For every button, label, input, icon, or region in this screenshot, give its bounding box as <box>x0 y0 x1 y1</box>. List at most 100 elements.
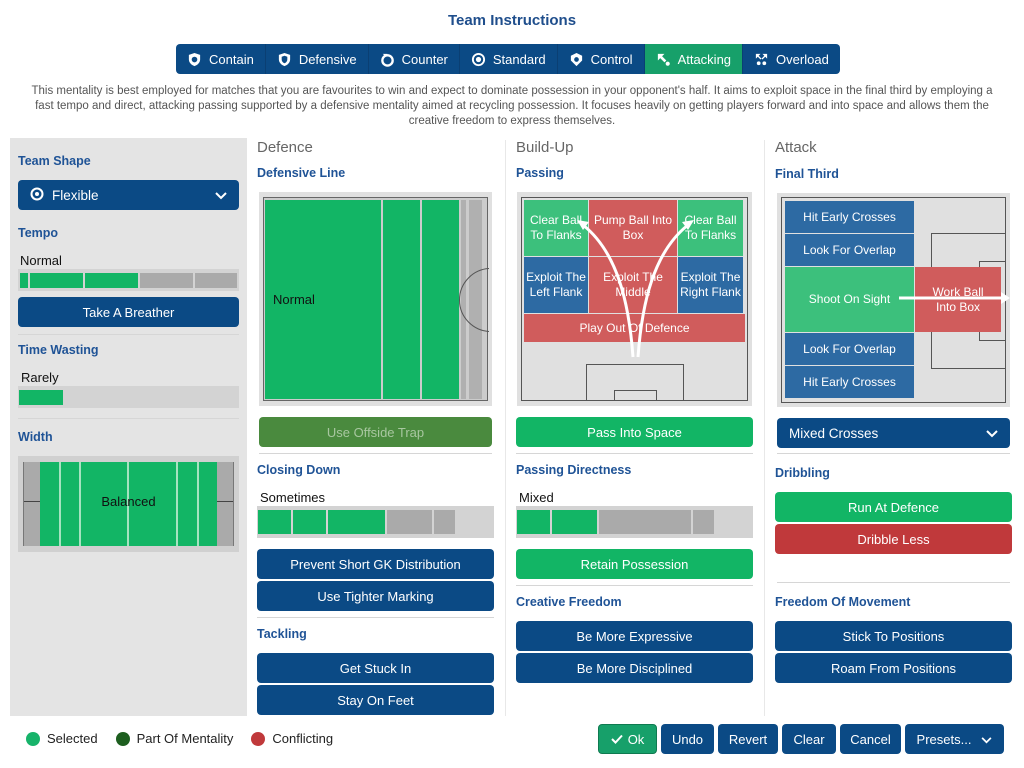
be-more-expressive-button[interactable]: Be More Expressive <box>516 621 753 651</box>
radio-target-icon <box>30 187 44 204</box>
time-wasting-label: Time Wasting <box>18 343 99 357</box>
cancel-button[interactable]: Cancel <box>840 724 901 754</box>
chevron-down-icon <box>981 732 992 747</box>
shield-icon <box>277 52 292 67</box>
chevron-down-icon <box>215 188 227 203</box>
tempo-label: Tempo <box>18 226 59 240</box>
overload-icon <box>754 52 769 67</box>
legend-conflicting: Conflicting <box>251 731 333 746</box>
legend-selected: Selected <box>26 731 98 746</box>
shoot-on-sight-zone[interactable]: Shoot On Sight <box>785 267 914 332</box>
clear-button[interactable]: Clear <box>782 724 836 754</box>
exploit-left-flank-zone[interactable]: Exploit The Left Flank <box>524 257 588 313</box>
stick-to-positions-button[interactable]: Stick To Positions <box>775 621 1012 651</box>
closing-down-value: Sometimes <box>260 490 326 505</box>
time-wasting-value: Rarely <box>21 370 59 385</box>
team-shape-label: Team Shape <box>18 154 91 168</box>
use-offside-trap-button[interactable]: Use Offside Trap <box>259 417 492 447</box>
roam-from-positions-button[interactable]: Roam From Positions <box>775 653 1012 683</box>
checkmark-icon <box>610 732 623 747</box>
passing-arrows-icon <box>577 220 694 358</box>
team-shape-dropdown[interactable]: Flexible <box>18 180 239 210</box>
counter-arrow-icon <box>380 52 395 67</box>
tackling-label: Tackling <box>257 627 307 641</box>
buildup-heading: Build-Up <box>516 139 574 156</box>
clear-ball-to-flanks-right-zone[interactable]: Clear Ball To Flanks <box>678 200 743 256</box>
use-tighter-marking-button[interactable]: Use Tighter Marking <box>257 581 494 611</box>
hit-early-crosses-top-zone[interactable]: Hit Early Crosses <box>785 201 914 233</box>
tab-counter[interactable]: Counter <box>369 44 460 74</box>
part-of-mentality-dot-icon <box>115 731 130 746</box>
clear-ball-to-flanks-left-zone[interactable]: Clear Ball To Flanks <box>524 200 588 256</box>
take-a-breather-button[interactable]: Take A Breather <box>18 297 239 327</box>
closing-down-label: Closing Down <box>257 463 341 477</box>
passing-directness-label: Passing Directness <box>516 463 632 477</box>
final-third-label: Final Third <box>775 167 839 181</box>
crossing-value: Mixed Crosses <box>789 425 879 441</box>
work-ball-arrow-icon <box>899 292 1010 304</box>
exploit-middle-zone[interactable]: Exploit The Middle <box>589 257 677 313</box>
tab-contain[interactable]: Contain <box>176 44 266 74</box>
width-pitch[interactable]: Balanced <box>18 456 239 552</box>
get-stuck-in-button[interactable]: Get Stuck In <box>257 653 494 683</box>
undo-button[interactable]: Undo <box>661 724 714 754</box>
exploit-right-flank-zone[interactable]: Exploit The Right Flank <box>678 257 743 313</box>
dribble-less-button[interactable]: Dribble Less <box>775 524 1012 554</box>
chevron-down-icon <box>986 426 998 441</box>
control-shield-icon <box>569 52 584 67</box>
tab-overload[interactable]: Overload <box>743 44 840 74</box>
target-icon <box>471 52 486 67</box>
creative-freedom-label: Creative Freedom <box>516 595 622 609</box>
legend-part-of-mentality: Part Of Mentality <box>115 731 233 746</box>
play-out-of-defence-zone[interactable]: Play Out Of Defence <box>524 314 745 342</box>
final-third-pitch: Hit Early Crosses Look For Overlap Shoot… <box>777 193 1010 407</box>
dribbling-label: Dribbling <box>775 466 830 480</box>
attack-heading: Attack <box>775 139 817 156</box>
mentality-selector: Contain Defensive Counter Standard Contr… <box>176 44 840 74</box>
prevent-short-gk-distribution-button[interactable]: Prevent Short GK Distribution <box>257 549 494 579</box>
run-at-defence-button[interactable]: Run At Defence <box>775 492 1012 522</box>
defence-heading: Defence <box>257 139 313 156</box>
stay-on-feet-button[interactable]: Stay On Feet <box>257 685 494 715</box>
tab-attacking[interactable]: Attacking <box>644 44 744 74</box>
selected-dot-icon <box>26 731 40 746</box>
legend: Selected Part Of Mentality Conflicting <box>26 731 333 746</box>
tab-defensive[interactable]: Defensive <box>266 44 369 74</box>
hit-early-crosses-bottom-zone[interactable]: Hit Early Crosses <box>785 366 914 398</box>
tab-label: Standard <box>492 51 546 67</box>
conflicting-dot-icon <box>251 731 266 746</box>
tempo-slider[interactable] <box>18 269 239 291</box>
tab-label: Contain <box>209 51 254 67</box>
tab-label: Attacking <box>677 51 732 67</box>
passing-directness-slider[interactable] <box>516 506 753 538</box>
tab-standard[interactable]: Standard <box>460 44 558 74</box>
tab-label: Counter <box>401 51 448 67</box>
defensive-line-pitch[interactable]: Normal <box>259 192 492 406</box>
passing-pitch: Clear Ball To Flanks Pump Ball Into Box … <box>517 192 752 406</box>
tab-label: Defensive <box>298 51 357 67</box>
presets-dropdown[interactable]: Presets... <box>905 724 1004 754</box>
team-settings-panel: Team Shape Flexible Tempo Normal Take A … <box>10 138 247 716</box>
tab-label: Control <box>590 51 633 67</box>
ok-button[interactable]: Ok <box>598 724 657 754</box>
look-for-overlap-top-zone[interactable]: Look For Overlap <box>785 234 914 266</box>
crossing-dropdown[interactable]: Mixed Crosses <box>777 418 1010 448</box>
defensive-line-value: Normal <box>273 292 315 307</box>
passing-directness-value: Mixed <box>519 490 554 505</box>
pass-into-space-button[interactable]: Pass Into Space <box>516 417 753 447</box>
dialog-title: Team Instructions <box>447 12 577 29</box>
closing-down-slider[interactable] <box>257 506 494 538</box>
look-for-overlap-bottom-zone[interactable]: Look For Overlap <box>785 333 914 365</box>
tab-label: Overload <box>776 51 829 67</box>
passing-label: Passing <box>516 166 564 180</box>
tab-control[interactable]: Control <box>558 44 645 74</box>
mentality-description: This mentality is best employed for matc… <box>31 85 993 127</box>
time-wasting-slider[interactable] <box>18 386 239 408</box>
attack-arrow-icon <box>656 52 671 67</box>
shield-heart-icon <box>187 52 202 67</box>
be-more-disciplined-button[interactable]: Be More Disciplined <box>516 653 753 683</box>
freedom-of-movement-label: Freedom Of Movement <box>775 595 911 609</box>
revert-button[interactable]: Revert <box>718 724 778 754</box>
retain-possession-button[interactable]: Retain Possession <box>516 549 753 579</box>
